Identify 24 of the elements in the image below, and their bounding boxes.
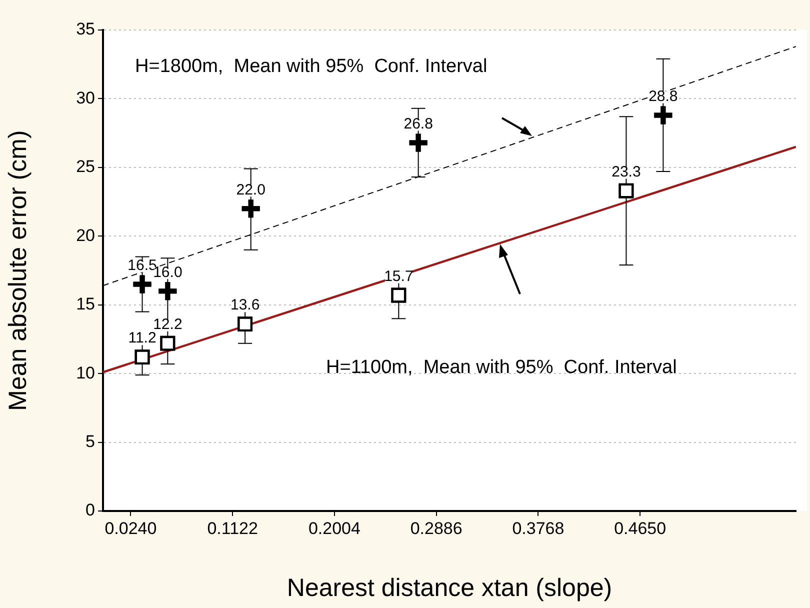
data-label: 23.3 bbox=[612, 163, 641, 180]
x-tick-label: 0.2004 bbox=[308, 518, 360, 538]
x-tick-label: 0.3768 bbox=[512, 518, 564, 538]
x-tick-label: 0.0240 bbox=[104, 518, 157, 538]
data-label: 15.7 bbox=[384, 268, 414, 285]
y-tick-label: 25 bbox=[76, 157, 95, 176]
x-tick-label: 0.4650 bbox=[614, 518, 666, 538]
x-tick-label: 0.2886 bbox=[410, 518, 462, 538]
y-tick-label: 15 bbox=[76, 294, 95, 314]
y-tick-label: 0 bbox=[86, 500, 95, 520]
annotation: H=1100m, Mean with 95% Conf. Interval bbox=[326, 357, 677, 378]
data-label: 28.8 bbox=[648, 88, 678, 105]
y-tick-label: 5 bbox=[86, 432, 95, 451]
y-tick-label: 20 bbox=[76, 226, 95, 245]
x-tick-label: 0.1122 bbox=[207, 518, 258, 538]
annotation: H=1800m, Mean with 95% Conf. Interval bbox=[135, 56, 488, 78]
data-label: 22.0 bbox=[236, 181, 266, 198]
data-label: 13.6 bbox=[230, 296, 260, 314]
y-axis-title: Mean absolute error (cm) bbox=[4, 130, 32, 411]
y-tick-label: 35 bbox=[76, 20, 95, 39]
x-axis-title: Nearest distance xtan (slope) bbox=[286, 574, 612, 602]
y-tick-label: 30 bbox=[76, 88, 95, 108]
y-tick-label: 10 bbox=[76, 363, 95, 382]
data-label: 26.8 bbox=[404, 115, 433, 132]
